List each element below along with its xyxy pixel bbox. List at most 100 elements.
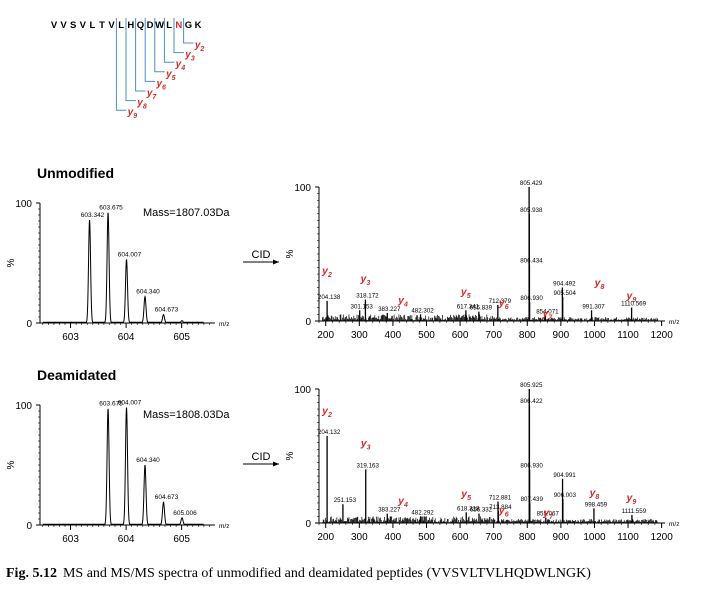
msms-y-tick-label: 0 [305, 317, 311, 328]
msms-x-tick-label: 1100 [617, 532, 639, 543]
msms-peak-label: 319.163 [357, 462, 380, 469]
ms-peak-label: 605.006 [173, 510, 197, 517]
peptide-residue: V [51, 20, 58, 31]
msms-ion-label: y6 [498, 297, 509, 311]
peptide-cleavage-bracket [135, 18, 146, 92]
ms-peak-label: 604.007 [118, 251, 142, 258]
msms-peak-label: 805.429 [520, 180, 543, 187]
msms-x-tick-label: 1000 [583, 532, 606, 543]
msms-x-tick-label: 300 [351, 532, 368, 543]
msms-x-tick-label: 1000 [583, 330, 606, 341]
msms-y-tick-label: 100 [294, 183, 311, 194]
msms-ion-label: y6 [498, 504, 509, 518]
msms-y-axis-label: % [285, 451, 296, 460]
peptide-cleavage-bracket [154, 18, 165, 73]
peptide-cleavage-bracket [163, 18, 175, 63]
peptide-residue: N [175, 20, 182, 31]
peptide-residue: T [99, 20, 105, 31]
msms-x-tick-label: 200 [317, 532, 334, 543]
msms-ion-label: y9 [626, 492, 637, 506]
msms-y-tick-label: 0 [305, 519, 311, 530]
msms-peak-label: 712.379 [489, 298, 512, 305]
section-title: Deamidated [37, 367, 116, 383]
msms-peak-label: 656.332 [470, 507, 493, 514]
msms-ion-label: y7 [542, 507, 554, 521]
ms-mass-annotation: Mass=1807.03Da [143, 207, 230, 219]
peptide-ion-label: y5 [165, 69, 176, 82]
ms-x-tick-label: 604 [118, 534, 135, 545]
peptide-ion-label: y6 [155, 78, 166, 91]
msms-peak-label: 618.318 [457, 505, 480, 512]
msms-x-tick-label: 700 [485, 532, 502, 543]
peptide-ion-label: y4 [175, 59, 186, 72]
ms-x-axis-label: m/z [219, 321, 229, 328]
ms-peak-label: 604.673 [155, 494, 179, 501]
msms-peak-label: 806.930 [520, 295, 543, 302]
peptide-residue: V [108, 20, 115, 31]
msms-x-tick-label: 600 [452, 330, 469, 341]
msms-peak-label: 383.227 [378, 306, 401, 313]
msms-peak-label: 806.422 [520, 398, 543, 405]
ms-x-tick-label: 605 [173, 534, 190, 545]
msms-peak-label: 806.930 [520, 462, 543, 469]
peptide-cleavage-bracket [144, 18, 156, 82]
msms-ion-label: y2 [321, 405, 332, 419]
msms-peak-label: 906.003 [554, 492, 577, 499]
msms-peak-label: 805.938 [520, 207, 543, 214]
msms-peak-label: 806.434 [520, 258, 543, 265]
msms-peak-label: 301.153 [351, 303, 374, 310]
msms-x-tick-label: 600 [452, 532, 469, 543]
msms-peak-label: 905.504 [554, 290, 577, 297]
msms-peak-label: 904.492 [553, 281, 576, 288]
cid-arrow-head [273, 259, 279, 265]
peptide-cleavage-bracket [125, 18, 136, 102]
msms-x-tick-label: 500 [418, 330, 435, 341]
ms-peak-label: 603.342 [81, 212, 105, 219]
msms-peak-label: 712.881 [489, 495, 512, 502]
ms-peak-label: 604.007 [118, 399, 142, 406]
msms-x-tick-label: 800 [519, 330, 536, 341]
ms-peak-label: 604.673 [155, 307, 179, 314]
section-title: Unmodified [37, 165, 114, 181]
peptide-residue: H [127, 20, 134, 31]
msms-x-tick-label: 400 [385, 532, 402, 543]
msms-x-axis-label: m/z [669, 319, 679, 326]
caption-text: MS and MS/MS spectra of unmodified and d… [62, 566, 591, 581]
peptide-residue: L [118, 20, 124, 31]
msms-x-tick-label: 200 [317, 330, 334, 341]
peptide-residue: L [166, 20, 172, 31]
msms-spectrum-1: 0 100% 200 300 400 500 600 700 800 900 1000 1100 120… [243, 382, 679, 543]
msms-ion-label: y9 [626, 290, 637, 304]
msms-peak-label: 713.884 [489, 504, 512, 511]
msms-ion-label: y3 [359, 273, 370, 287]
msms-peak-label: 204.132 [318, 429, 341, 436]
msms-x-tick-label: 700 [485, 330, 502, 341]
msms-x-tick-label: 1200 [651, 532, 674, 543]
msms-x-tick-label: 500 [418, 532, 435, 543]
msms-peak-label: 1111.559 [622, 508, 647, 515]
peptide-residue: W [155, 20, 164, 31]
ms-y-tick-label: 100 [15, 401, 32, 412]
peptide-residue: G [185, 20, 192, 31]
msms-ion-label: y5 [460, 488, 471, 502]
msms-peak-label: 655.839 [470, 305, 493, 312]
msms-x-tick-label: 1200 [651, 330, 674, 341]
peptide-ion-label: y8 [136, 98, 147, 111]
msms-peak-label: 805.925 [520, 382, 543, 389]
msms-x-tick-label: 300 [351, 330, 368, 341]
peptide-residue: D [147, 20, 154, 31]
msms-ion-label: y7 [542, 308, 554, 322]
msms-peak-label: 204.138 [318, 294, 341, 301]
msms-x-tick-label: 900 [553, 532, 570, 543]
cid-arrow-head [273, 461, 279, 467]
msms-x-tick-label: 1100 [617, 330, 639, 341]
msms-spectrum-0: 0 100% 200 300 400 500 600 700 800 900 1000 1100 120… [243, 180, 679, 341]
msms-x-axis-label: m/z [669, 521, 679, 528]
peptide-residue: V [60, 20, 67, 31]
msms-peak-label: 854.071 [536, 309, 559, 316]
ms-peak-label: 604.340 [136, 289, 160, 296]
msms-peak-label: 482.292 [411, 509, 434, 516]
ms-y-axis-label: % [6, 258, 17, 267]
